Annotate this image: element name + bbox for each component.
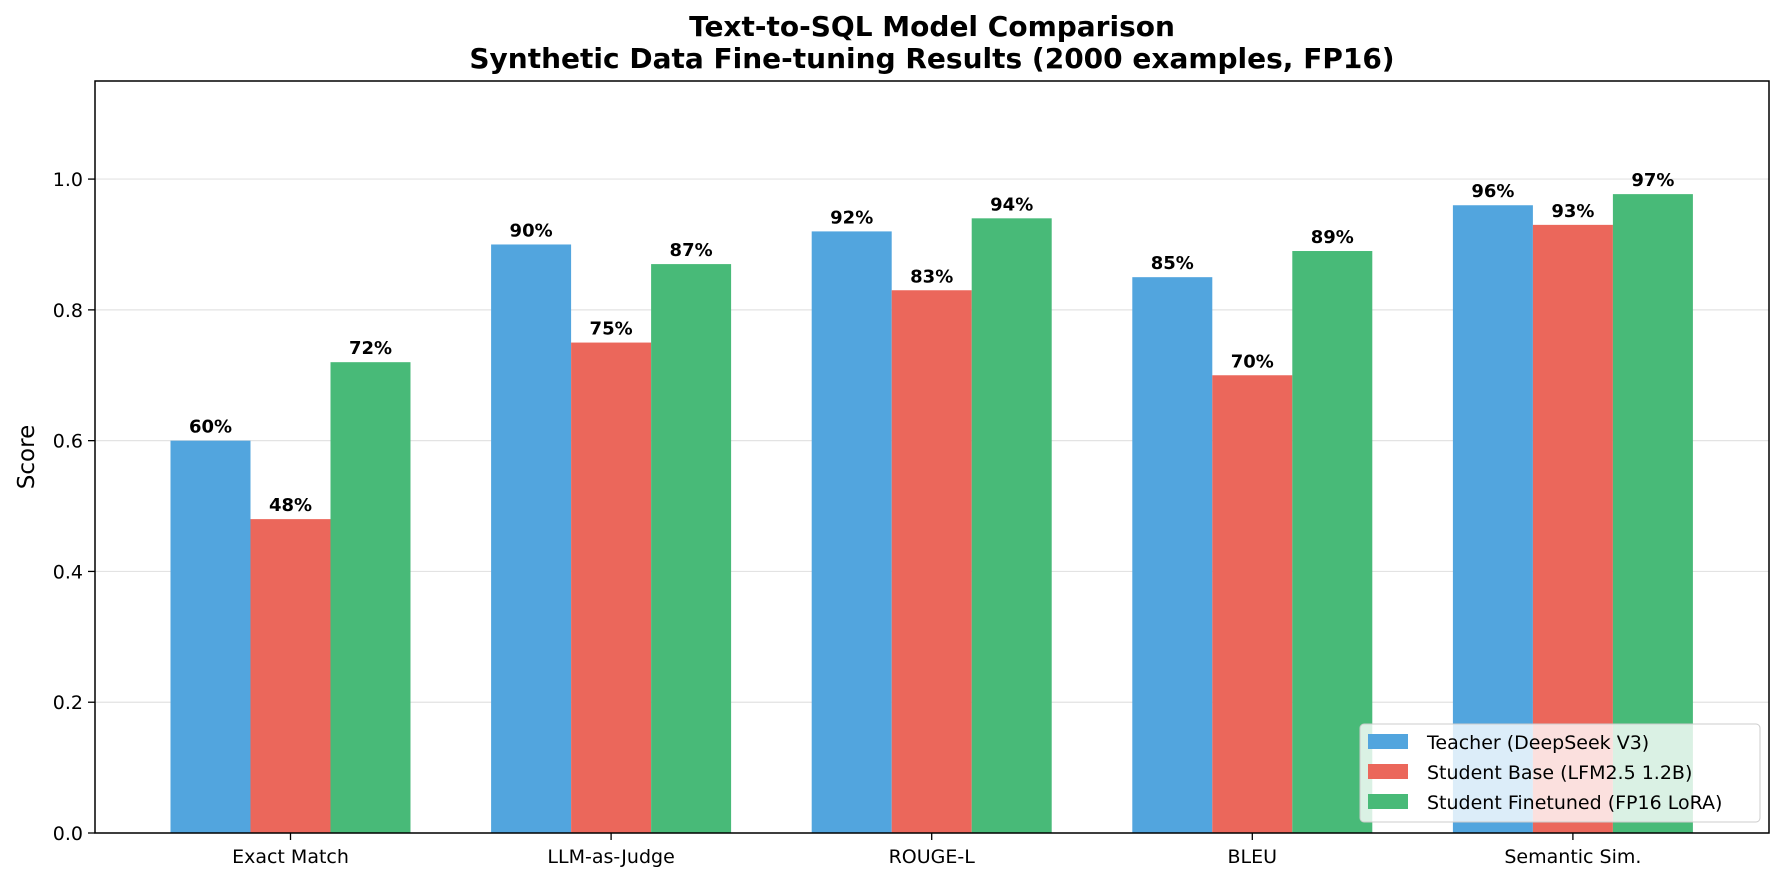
y-tick-label: 0.2: [53, 692, 83, 714]
y-axis-label: Score: [14, 425, 40, 489]
bar-value-label: 87%: [670, 240, 713, 261]
bar-value-label: 94%: [990, 194, 1033, 215]
legend-swatch: [1368, 734, 1408, 749]
bar-labels: 60% 48% 72% 90% 75% 87% 92% 83% 94% 85% 70% 89% 96% 9…: [189, 170, 1674, 516]
bar: [170, 440, 251, 833]
bar-value-label: 48%: [269, 495, 312, 516]
bar-value-label: 60%: [189, 417, 232, 438]
bar: [250, 519, 331, 833]
bar-value-label: 96%: [1471, 181, 1514, 202]
legend: Teacher (DeepSeek V3) Student Base (LFM2.…: [1359, 723, 1761, 823]
bar-value-label: 85%: [1151, 253, 1194, 274]
bar-value-label: 83%: [910, 266, 953, 287]
x-tick-label: Semantic Sim.: [1504, 846, 1641, 868]
y-tick-label: 1.0: [53, 169, 83, 191]
x-axis: Exact Match LLM-as-Judge ROUGE-L BLEU Semant…: [232, 833, 1641, 868]
bar: [491, 244, 572, 833]
bar: [651, 264, 732, 833]
bar: [891, 290, 972, 833]
chart-subtitle: Synthetic Data Fine-tuning Results (2000…: [469, 42, 1394, 75]
x-tick-label: BLEU: [1228, 846, 1278, 868]
bar: [1132, 277, 1213, 833]
legend-swatch: [1368, 794, 1408, 809]
bar-value-label: 92%: [830, 207, 873, 228]
bar-value-label: 90%: [510, 220, 553, 241]
legend-box: [1359, 723, 1761, 823]
bar: [330, 362, 411, 833]
bar: [571, 342, 652, 833]
y-tick-label: 0.6: [53, 431, 83, 453]
y-tick-label: 0.4: [53, 561, 83, 583]
legend-label: Student Finetuned (FP16 LoRA): [1427, 792, 1722, 814]
x-tick-label: ROUGE-L: [889, 846, 976, 868]
bar-value-label: 93%: [1551, 201, 1594, 222]
y-axis: 0.0 0.2 0.4 0.6 0.8 1.0: [53, 169, 95, 845]
legend-label: Student Base (LFM2.5 1.2B): [1427, 762, 1692, 784]
x-tick-label: Exact Match: [232, 846, 349, 868]
bar: [1212, 375, 1293, 833]
bar: [811, 231, 892, 833]
bar: [971, 218, 1052, 834]
y-tick-label: 0.8: [53, 300, 83, 322]
y-tick-label: 0.0: [53, 823, 83, 845]
bar: [1292, 251, 1373, 833]
bar-value-label: 75%: [590, 319, 633, 340]
x-tick-label: LLM-as-Judge: [547, 846, 674, 868]
legend-label: Teacher (DeepSeek V3): [1426, 732, 1649, 754]
bar-value-label: 97%: [1631, 170, 1674, 191]
bar-value-label: 70%: [1231, 351, 1274, 372]
legend-swatch: [1368, 764, 1408, 779]
chart-title: Text-to-SQL Model Comparison: [689, 10, 1175, 43]
bar-value-label: 89%: [1311, 227, 1354, 248]
bar-value-label: 72%: [349, 338, 392, 359]
